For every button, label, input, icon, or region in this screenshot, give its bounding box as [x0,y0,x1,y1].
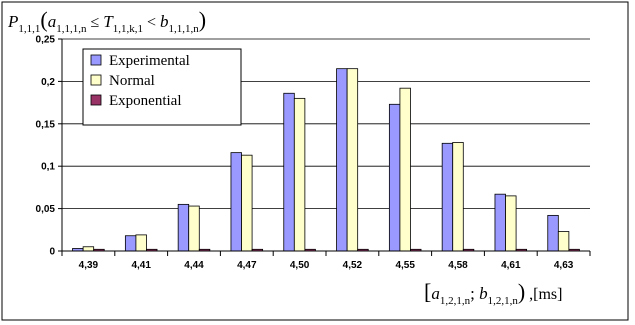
bar-normal [505,195,517,252]
bar-experimental [388,103,401,252]
bar-normal [557,231,570,252]
x-tick-label: 4,47 [237,260,257,271]
legend-label: Experimental [109,53,190,69]
y-tick-label: 0,1 [41,162,55,173]
bar-normal [82,246,95,252]
y-tick-label: 0,05 [36,204,56,215]
x-tick-label: 4,58 [448,260,468,271]
bar-experimental [336,68,348,252]
legend: Experimental Normal Exponential [82,48,242,126]
bar-experimental [547,214,559,252]
bar-experimental [177,203,190,252]
bar-experimental [230,152,242,252]
x-tick-label: 4,50 [290,260,310,271]
legend-label: Exponential [109,93,181,109]
bar-normal [188,205,200,252]
legend-swatch [90,54,102,66]
x-tick-label: 4,44 [184,260,204,271]
bar-experimental [441,142,454,252]
bar-experimental [124,235,137,252]
x-tick-label: 4,39 [79,260,99,271]
bar-normal [135,234,147,252]
legend-swatch [90,74,102,86]
legend-box [82,48,242,126]
y-axis-title: P1,1,1(a1,1,1,n ≤ T1,1,k,1 < b1,1,1,n) [7,7,206,35]
legend-swatch [90,94,102,106]
bar-experimental [494,193,506,252]
x-tick-label: 4,55 [395,260,415,271]
x-tick-label: 4,52 [343,260,363,271]
bar-normal [452,142,464,252]
x-tick-label: 4,63 [554,260,574,271]
bar-experimental [283,92,295,252]
y-tick-label: 0 [49,247,55,258]
x-axis-ticks: 4,39 4,41 4,44 4,47 4,50 4,52 4,55 4,58 4,61 4,63 [61,251,591,271]
chart-frame [1,1,629,321]
y-axis-ticks: 0 0,05 0,1 0,15 0,2 0,25 [36,35,62,258]
y-tick-label: 0,25 [36,35,56,46]
x-axis-title: [a1,2,1,n; b1,2,1,n) ,[ms] [424,279,562,307]
bar-normal [241,154,253,252]
x-tick-label: 4,41 [131,260,151,271]
bar-normal [399,87,411,252]
legend-label: Normal [109,73,155,89]
y-tick-label: 0,2 [41,77,55,88]
y-tick-label: 0,15 [36,119,56,130]
x-tick-label: 4,61 [501,260,521,271]
bar-normal [293,97,306,252]
bar-normal [346,68,359,252]
